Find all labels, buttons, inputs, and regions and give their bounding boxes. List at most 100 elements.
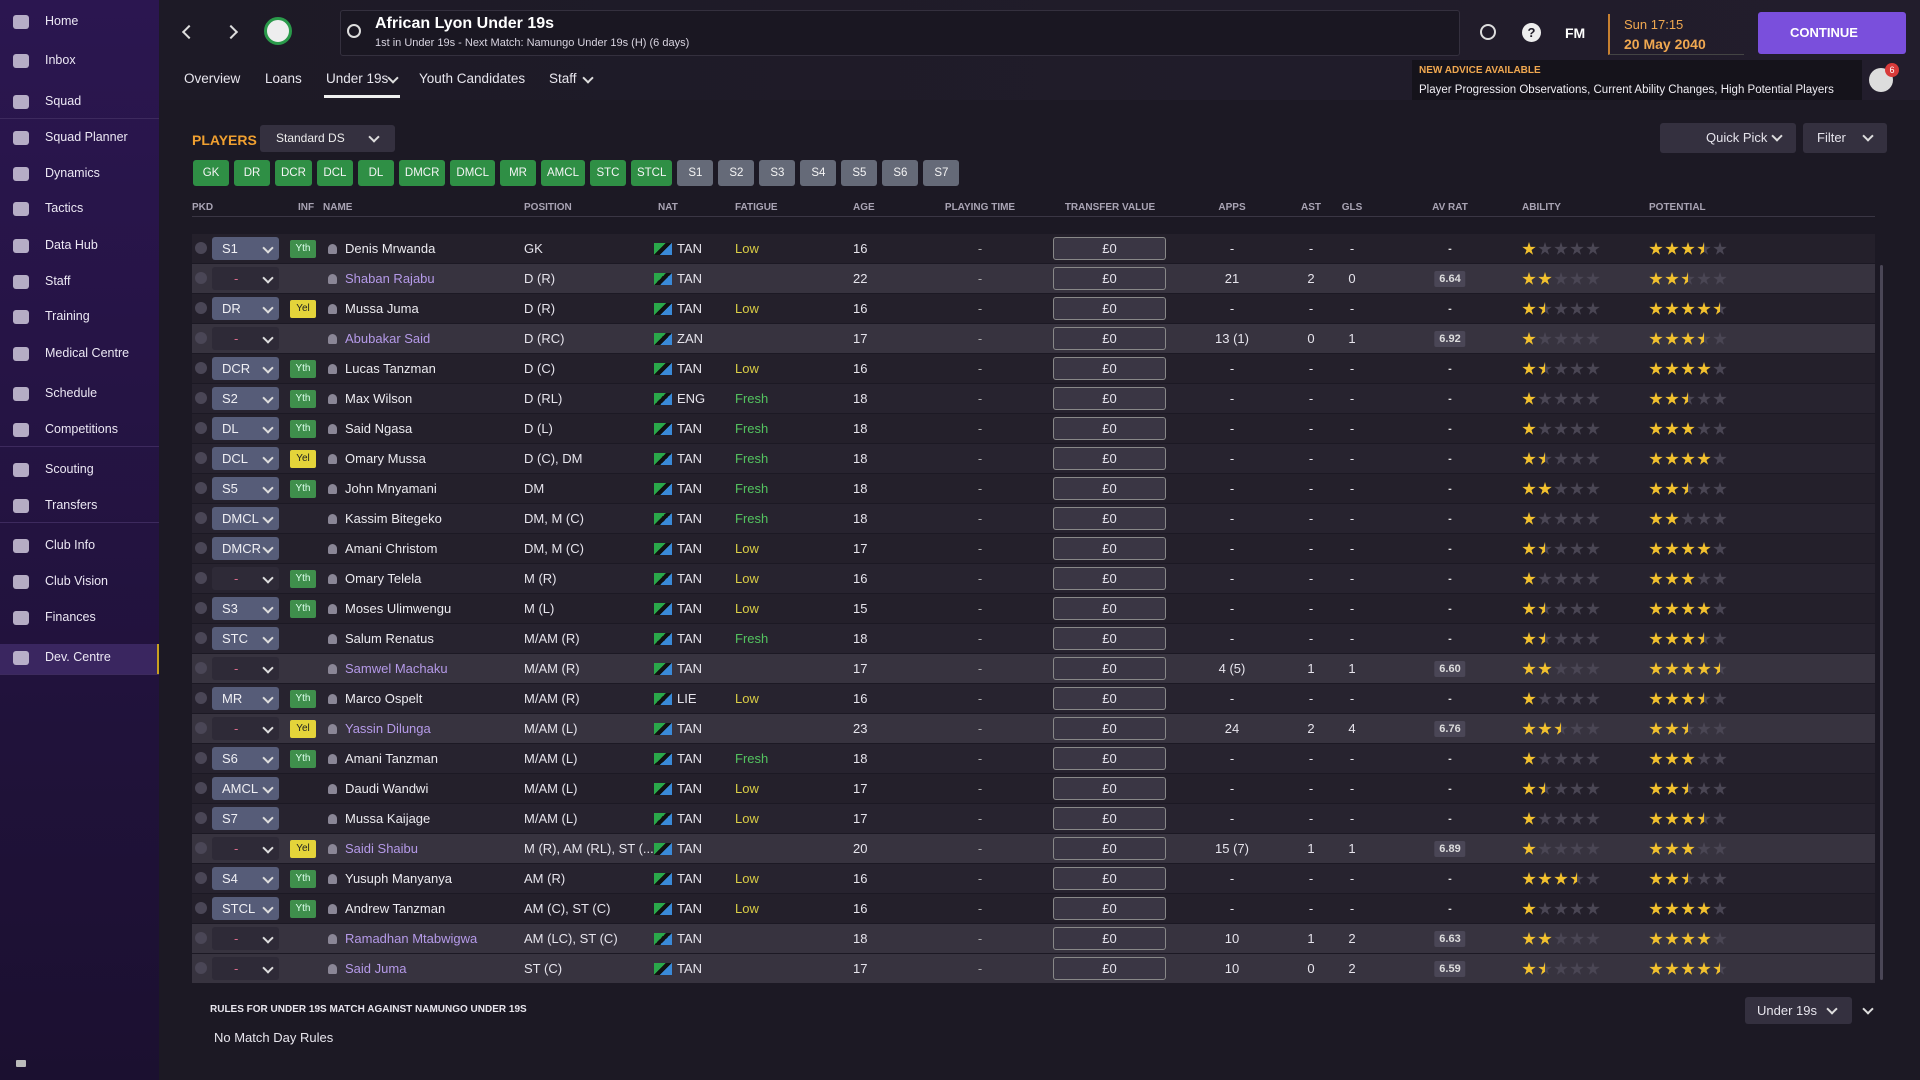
row-bg[interactable] bbox=[192, 714, 1875, 743]
pkd-dropdown[interactable]: DCL bbox=[212, 447, 279, 470]
select-check[interactable] bbox=[195, 812, 207, 824]
player-name[interactable]: Omary Mussa bbox=[345, 451, 426, 466]
player-name[interactable]: Lucas Tanzman bbox=[345, 361, 436, 376]
menu-item[interactable]: Staff bbox=[45, 274, 71, 288]
player-name[interactable]: Said Juma bbox=[345, 961, 407, 976]
column-header[interactable]: PLAYING TIME bbox=[944, 202, 1016, 213]
row-bg[interactable] bbox=[192, 324, 1875, 353]
row-bg[interactable] bbox=[192, 474, 1875, 503]
select-check[interactable] bbox=[195, 602, 207, 614]
select-check[interactable] bbox=[195, 542, 207, 554]
select-check[interactable] bbox=[195, 242, 207, 254]
column-header[interactable]: AGE bbox=[853, 202, 875, 213]
value-box[interactable]: £0 bbox=[1053, 597, 1166, 620]
menu-item[interactable]: Data Hub bbox=[45, 238, 98, 252]
value-box[interactable]: £0 bbox=[1053, 957, 1166, 980]
value-box[interactable]: £0 bbox=[1053, 777, 1166, 800]
value-box[interactable]: £0 bbox=[1053, 537, 1166, 560]
column-header[interactable]: NAT bbox=[658, 202, 678, 213]
value-box[interactable]: £0 bbox=[1053, 687, 1166, 710]
value-box[interactable]: £0 bbox=[1053, 627, 1166, 650]
pkd-dropdown[interactable]: DMCR bbox=[212, 537, 279, 560]
pkd-dropdown[interactable]: DR bbox=[212, 297, 279, 320]
chip[interactable]: DMCR bbox=[398, 160, 446, 186]
select-check[interactable] bbox=[195, 482, 207, 494]
chip[interactable]: S2 bbox=[718, 160, 755, 186]
tab[interactable]: Loans bbox=[265, 71, 302, 86]
column-header[interactable]: APPS bbox=[1218, 202, 1246, 213]
select-check[interactable] bbox=[195, 782, 207, 794]
pkd-dropdown[interactable]: - bbox=[212, 267, 279, 290]
select-check[interactable] bbox=[195, 452, 207, 464]
player-name[interactable]: Yusuph Manyanya bbox=[345, 871, 452, 886]
help-btn[interactable]: ? bbox=[1522, 23, 1541, 42]
menu-item[interactable]: Scouting bbox=[45, 462, 94, 476]
row-bg[interactable] bbox=[192, 774, 1875, 803]
chip[interactable]: DMCL bbox=[450, 160, 496, 186]
select-check[interactable] bbox=[195, 932, 207, 944]
menu-item[interactable]: Club Vision bbox=[45, 574, 109, 588]
menu-item[interactable]: Home bbox=[45, 14, 79, 28]
column-header[interactable]: ABILITY bbox=[1522, 202, 1561, 213]
chip[interactable]: S6 bbox=[882, 160, 919, 186]
row-bg[interactable] bbox=[192, 354, 1875, 383]
select-check[interactable] bbox=[195, 902, 207, 914]
select-check[interactable] bbox=[195, 512, 207, 524]
player-name[interactable]: Samwel Machaku bbox=[345, 661, 448, 676]
row-bg[interactable] bbox=[192, 744, 1875, 773]
value-box[interactable]: £0 bbox=[1053, 507, 1166, 530]
row-bg[interactable] bbox=[192, 624, 1875, 653]
pkd-dropdown[interactable]: STCL bbox=[212, 897, 279, 920]
pkd-dropdown[interactable]: S2 bbox=[212, 387, 279, 410]
pkd-dropdown[interactable]: AMCL bbox=[212, 777, 279, 800]
column-header[interactable]: POTENTIAL bbox=[1649, 202, 1706, 213]
menu-item[interactable]: Squad bbox=[45, 94, 82, 108]
filter-btn[interactable]: Filter bbox=[1803, 123, 1887, 153]
pkd-dropdown[interactable]: S7 bbox=[212, 807, 279, 830]
player-name[interactable]: Moses Ulimwengu bbox=[345, 601, 452, 616]
column-header[interactable]: AST bbox=[1301, 202, 1321, 213]
value-box[interactable]: £0 bbox=[1053, 747, 1166, 770]
row-bg[interactable] bbox=[192, 834, 1875, 863]
menu-item[interactable]: Finances bbox=[45, 610, 96, 624]
player-name[interactable]: Saidi Shaibu bbox=[345, 841, 418, 856]
chip[interactable]: DL bbox=[357, 160, 394, 186]
row-bg[interactable] bbox=[192, 444, 1875, 473]
column-header[interactable]: POSITION bbox=[524, 202, 572, 213]
pkd-dropdown[interactable]: - bbox=[212, 957, 279, 980]
player-name[interactable]: Amani Tanzman bbox=[345, 751, 438, 766]
column-header[interactable]: INF bbox=[298, 202, 315, 213]
chip[interactable]: S3 bbox=[759, 160, 796, 186]
value-box[interactable]: £0 bbox=[1053, 897, 1166, 920]
value-box[interactable]: £0 bbox=[1053, 417, 1166, 440]
select-check[interactable] bbox=[195, 422, 207, 434]
player-name[interactable]: Denis Mrwanda bbox=[345, 241, 436, 256]
tab[interactable]: Overview bbox=[184, 71, 241, 86]
player-name[interactable]: Ramadhan Mtabwigwa bbox=[345, 931, 478, 946]
pkd-dropdown[interactable]: S5 bbox=[212, 477, 279, 500]
row-bg[interactable] bbox=[192, 684, 1875, 713]
row-bg[interactable] bbox=[192, 954, 1875, 983]
chip[interactable]: S1 bbox=[677, 160, 714, 186]
column-header[interactable]: PKD bbox=[192, 202, 214, 213]
value-box[interactable]: £0 bbox=[1053, 297, 1166, 320]
pkd-dropdown[interactable]: - bbox=[212, 327, 279, 350]
value-box[interactable]: £0 bbox=[1053, 327, 1166, 350]
chip[interactable]: S4 bbox=[800, 160, 837, 186]
column-header[interactable]: GLS bbox=[1341, 202, 1363, 213]
squad-dropdown[interactable]: Under 19s bbox=[1745, 997, 1852, 1024]
quick-pick[interactable]: Quick Pick bbox=[1660, 123, 1796, 153]
pkd-dropdown[interactable]: - bbox=[212, 567, 279, 590]
select-check[interactable] bbox=[195, 692, 207, 704]
value-box[interactable]: £0 bbox=[1053, 387, 1166, 410]
player-name[interactable]: Omary Telela bbox=[345, 571, 422, 586]
tab[interactable]: Under 19s bbox=[326, 71, 389, 86]
pkd-dropdown[interactable]: - bbox=[212, 927, 279, 950]
value-box[interactable]: £0 bbox=[1053, 657, 1166, 680]
continue-btn[interactable]: CONTINUE bbox=[1758, 12, 1906, 54]
menu-item[interactable]: Squad Planner bbox=[45, 130, 128, 144]
pkd-dropdown[interactable]: MR bbox=[212, 687, 279, 710]
player-name[interactable]: Shaban Rajabu bbox=[345, 271, 435, 286]
view-dropdown[interactable]: Standard DS bbox=[260, 125, 395, 152]
value-box[interactable]: £0 bbox=[1053, 267, 1166, 290]
